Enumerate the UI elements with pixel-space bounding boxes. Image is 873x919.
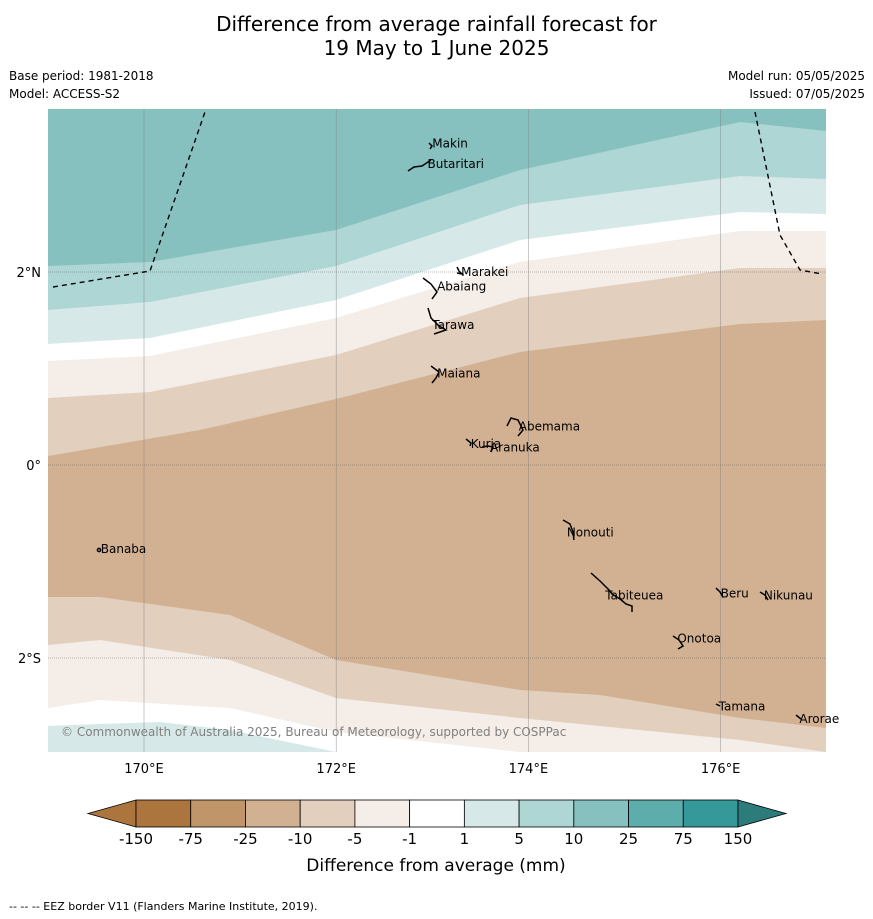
island-arorae [795,714,802,720]
colorbar-swatch [409,799,465,828]
island-onotoa [672,635,685,650]
longitude-tick-label: 172°E [316,762,356,777]
place-label: Nikunau [764,588,813,602]
island-makin [428,142,433,150]
colorbar-tick-label: -5 [347,830,362,848]
island-banaba [96,547,102,553]
colorbar-swatch [299,799,356,828]
band-minus25-minus10 [48,320,826,728]
colorbar-swatch [682,799,739,828]
place-label: Abemama [519,419,580,433]
axis-tick-labels: 170°E 172°E 174°E 176°E 2°N 0° 2°S [17,266,741,777]
island-beru [715,587,724,598]
colorbar-tick-label: -150 [119,830,153,848]
eez-border-east [754,111,823,275]
latitude-tick-label: 2°N [17,266,42,281]
copyright-notice: © Commonwealth of Australia 2025, Bureau… [61,725,566,739]
colorbar-tick-label: -10 [288,830,313,848]
colorbar-swatch [573,799,629,828]
eez-borders [52,109,823,288]
island-marakei [456,266,465,276]
colorbar-extend-low [86,799,137,828]
island-nikunau [759,591,769,601]
colorbar-swatch [354,799,411,828]
colorbar-tick-label: 25 [619,830,638,848]
place-label: Makin [432,137,468,151]
island-abemama [506,417,524,437]
latitude-tick-label: 0° [26,459,41,474]
rainfall-anomaly-field [48,109,826,752]
colorbar-tick-label: -75 [178,830,203,848]
place-label: Nonouti [567,526,614,540]
island-maiana [430,365,440,384]
place-label: Aranuka [490,441,540,455]
colorbar-tick-label: 10 [564,830,583,848]
title-line-1: Difference from average rainfall forecas… [216,12,657,36]
place-label: Banaba [101,542,147,556]
eez-footnote: -- -- -- EEZ border V11 (Flanders Marine… [9,900,318,913]
place-label: Tamana [718,699,766,713]
island-butaritari [407,159,432,172]
place-label: Maiana [437,366,480,380]
colorbar-tick-label: 5 [514,830,524,848]
colorbar-tick-label: 150 [724,830,753,848]
map-title: Difference from average rainfall forecas… [0,12,873,60]
island-kuria [465,438,472,447]
place-label: Marakei [461,265,508,279]
island-tarawa [427,307,448,335]
colorbar-swatch [245,799,301,828]
place-label: Tarawa [431,318,474,332]
model-name: Model: ACCESS-S2 [9,87,121,101]
colorbar-tick-label: 1 [460,830,470,848]
title-line-2: 19 May to 1 June 2025 [323,36,550,60]
colorbar-swatch [135,799,192,828]
graticule [48,109,826,752]
colorbar-swatch [518,799,575,828]
island-nonouti [562,519,575,541]
colorbar-tick-label: -25 [233,830,258,848]
place-label: Onotoa [677,632,721,646]
colorbar-swatch [628,799,684,828]
band-south-1-5 [48,722,336,752]
island-aranuka [481,445,495,453]
base-period: Base period: 1981-2018 [9,69,154,83]
island-tamana [715,703,721,707]
place-label: Tabiteuea [604,588,663,602]
colorbar-extend-high [737,799,788,828]
colorbar-label: Difference from average (mm) [306,856,565,876]
island-outlines [96,142,802,720]
colorbar-swatch [463,799,520,828]
place-label: Beru [721,586,749,600]
colorbar: -150 -75 -25 -10 -5 -1 1 5 10 25 75 150 [86,799,788,848]
longitude-tick-label: 174°E [509,762,549,777]
island-tabiteuea [590,572,633,612]
colorbar-tick-label: -1 [402,830,417,848]
place-label: Butaritari [427,157,484,171]
model-run: Model run: 05/05/2025 [727,69,865,83]
place-label: Arorae [799,712,839,726]
place-label: Kuria [471,437,502,451]
island-abaiang [422,277,438,300]
colorbar-swatch [190,799,246,828]
longitude-tick-label: 170°E [124,762,164,777]
latitude-tick-label: 2°S [18,652,41,667]
place-label: Abaiang [437,279,486,293]
colorbar-tick-label: 75 [674,830,693,848]
issued-date: Issued: 07/05/2025 [749,87,865,101]
longitude-tick-label: 176°E [701,762,741,777]
